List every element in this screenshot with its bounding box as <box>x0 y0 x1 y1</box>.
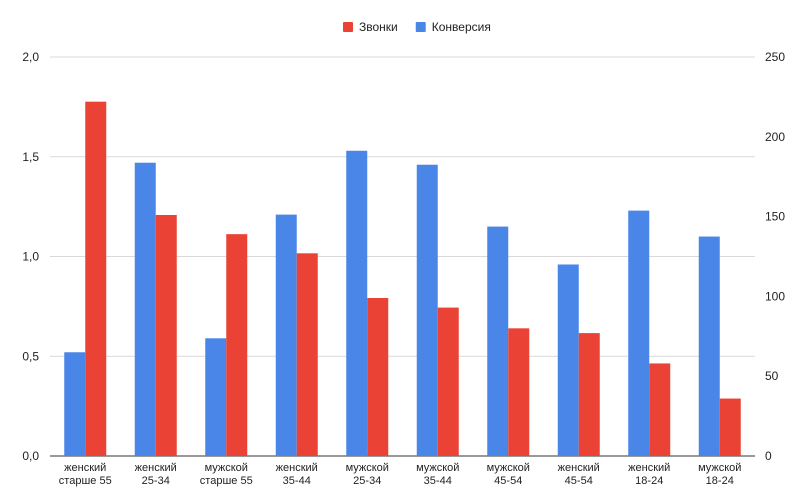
left-tick-label: 1,5 <box>22 150 39 164</box>
legend-label: Звонки <box>359 20 398 34</box>
left-tick-label: 0,5 <box>22 349 39 363</box>
category-labels: женский старше 55 женский 25-34 мужской старш… <box>59 462 742 487</box>
category-label: женский старше 55 <box>59 462 112 487</box>
category-label: женский 25-34 <box>135 462 177 487</box>
bar-conversion <box>64 352 86 456</box>
right-tick-label: 250 <box>765 50 785 64</box>
legend-label: Конверсия <box>432 20 491 34</box>
bar-conversion <box>557 264 579 456</box>
right-tick-label: 0 <box>765 449 772 463</box>
left-tick-label: 0,0 <box>22 449 39 463</box>
bar-conversion <box>487 226 509 456</box>
bar-calls <box>296 253 318 456</box>
bar-calls <box>85 101 107 457</box>
right-tick-label: 200 <box>765 130 785 144</box>
bar-conversion <box>416 164 438 457</box>
legend-swatch <box>415 22 426 32</box>
bar-conversion <box>275 214 297 456</box>
bar-conversion <box>628 210 650 456</box>
bar-calls <box>437 307 459 456</box>
category-label: мужской 25-34 <box>346 462 389 487</box>
category-label: мужской 45-54 <box>487 462 530 487</box>
bar-conversion <box>205 338 227 456</box>
bar-calls <box>649 363 671 456</box>
bar-calls <box>226 234 248 456</box>
category-label: женский 35-44 <box>276 462 318 487</box>
left-tick-label: 1,0 <box>22 250 39 264</box>
bar-calls <box>508 328 530 456</box>
left-tick-label: 2,0 <box>22 50 39 64</box>
right-tick-label: 50 <box>765 369 779 383</box>
legend-swatch <box>343 22 353 32</box>
bar-conversion <box>134 162 156 457</box>
bar-calls <box>367 297 389 456</box>
legend: Звонки Конверсия <box>343 20 491 34</box>
bar-calls <box>578 333 600 456</box>
category-label: мужской 35-44 <box>416 462 459 487</box>
category-label: женский 18-24 <box>628 462 670 487</box>
right-tick-label: 100 <box>765 289 785 303</box>
category-label: мужской старше 55 <box>200 462 253 487</box>
bar-calls <box>719 398 741 456</box>
category-label: мужской 18-24 <box>698 462 741 487</box>
bar-conversion <box>698 236 720 456</box>
right-tick-label: 150 <box>765 210 785 224</box>
bar-calls <box>155 215 177 456</box>
category-label: женский 45-54 <box>558 462 600 487</box>
bars <box>64 101 741 457</box>
bar-conversion <box>346 150 368 456</box>
left-axis-ticks: 0,0 0,5 1,0 1,5 2,0 <box>22 50 39 463</box>
right-axis-ticks: 0 50 100 150 200 250 <box>765 50 785 463</box>
